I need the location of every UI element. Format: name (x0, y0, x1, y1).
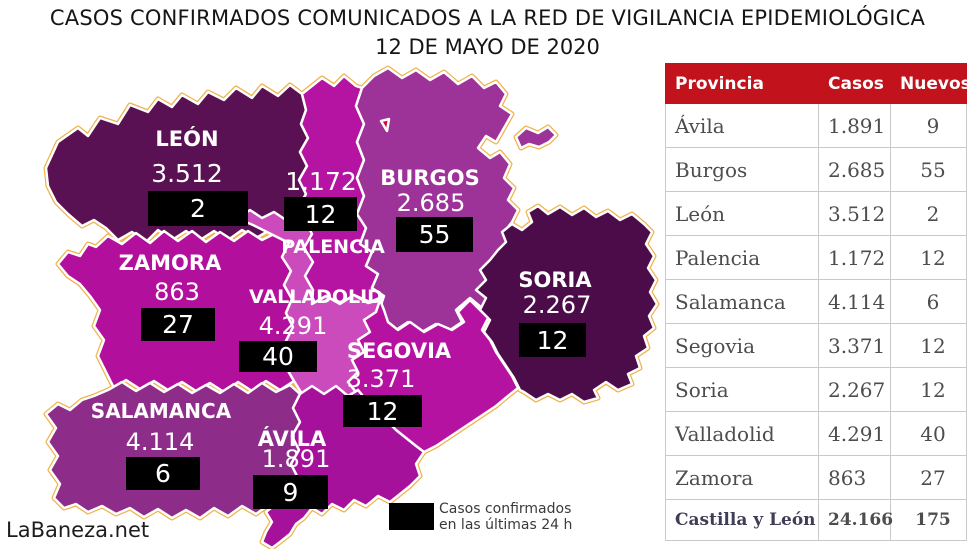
cell-casos: 3.371 (818, 323, 891, 368)
cases-palencia: 1.172 (285, 167, 357, 196)
cases-salamanca: 4.114 (125, 428, 195, 456)
cell-nuevos: 55 (890, 147, 967, 192)
newcases-box-leon: 2 (148, 191, 248, 226)
newcases-box-valladolid: 40 (239, 341, 317, 372)
cell-nuevos: 40 (890, 411, 967, 456)
newcases-box-segovia: 12 (343, 395, 422, 427)
cell-casos: 1.891 (818, 103, 891, 148)
label-burgos: BURGOS (380, 166, 480, 190)
label-palencia: PALENCIA (281, 236, 385, 258)
cell-province: Palencia (665, 235, 819, 280)
newcases-box-salamanca: 6 (126, 457, 200, 490)
newcases-box-soria: 12 (519, 323, 586, 357)
table-row: Burgos 2.685 55 (665, 147, 967, 192)
watermark: LaBaneza.net (6, 518, 150, 542)
cases-zamora: 863 (154, 278, 200, 306)
label-avila: ÁVILA (257, 427, 327, 451)
cell-nuevos: 12 (890, 235, 967, 280)
cases-segovia: 3.371 (346, 365, 416, 393)
cell-casos: 863 (818, 455, 891, 500)
header-provincia: Provincia (665, 63, 819, 104)
cell-nuevos: 12 (890, 367, 967, 412)
cases-burgos: 2.685 (396, 189, 466, 217)
legend-text: Casos confirmados en las últimas 24 h (439, 501, 572, 533)
cases-soria: 2.267 (522, 291, 592, 319)
cell-nuevos: 6 (890, 279, 967, 324)
cell-province: Zamora (665, 455, 819, 500)
legend-line1: Casos confirmados (439, 501, 572, 517)
cell-province: Valladolid (665, 411, 819, 456)
cell-casos: 4.291 (818, 411, 891, 456)
label-leon: LEÓN (155, 127, 219, 151)
page-title: CASOS CONFIRMADOS COMUNICADOS A LA RED D… (0, 6, 975, 59)
table-row: Soria 2.267 12 (665, 367, 967, 412)
table-row: Salamanca 4.114 6 (665, 279, 967, 324)
cell-casos: 2.267 (818, 367, 891, 412)
table-row: Segovia 3.371 12 (665, 323, 967, 368)
cell-province: Soria (665, 367, 819, 412)
title-line2: 12 DE MAYO DE 2020 (375, 35, 600, 59)
total-nuevos: 175 (890, 499, 967, 541)
cell-nuevos: 9 (890, 103, 967, 148)
cell-nuevos: 12 (890, 323, 967, 368)
table-row: Ávila 1.891 9 (665, 103, 967, 148)
cell-casos: 4.114 (818, 279, 891, 324)
label-segovia: SEGOVIA (346, 339, 452, 363)
cell-casos: 3.512 (818, 191, 891, 236)
cell-province: Burgos (665, 147, 819, 192)
cell-province: Ávila (665, 103, 819, 148)
cell-province: Segovia (665, 323, 819, 368)
cell-casos: 2.685 (818, 147, 891, 192)
title-line1: CASOS CONFIRMADOS COMUNICADOS A LA RED D… (49, 6, 926, 30)
label-valladolid: VALLADOLID (249, 286, 383, 308)
cases-leon: 3.512 (151, 159, 223, 188)
newcases-box-zamora: 27 (141, 308, 215, 341)
label-salamanca: SALAMANCA (90, 399, 232, 423)
table-row: León 3.512 2 (665, 191, 967, 236)
table-total-row: Castilla y León 24.166 175 (665, 499, 967, 541)
table-header-row: Provincia Casos Nuevos (665, 63, 971, 104)
label-soria: SORIA (518, 268, 592, 292)
header-nuevos: Nuevos (890, 63, 971, 104)
province-stats-table: Provincia Casos Nuevos Ávila 1.891 9 Bur… (665, 63, 971, 541)
header-casos: Casos (818, 63, 891, 104)
cell-nuevos: 2 (890, 191, 967, 236)
newcases-box-burgos: 55 (396, 217, 473, 252)
cell-province: León (665, 191, 819, 236)
cell-nuevos: 27 (890, 455, 967, 500)
table-row: Zamora 863 27 (665, 455, 967, 500)
cell-province: Salamanca (665, 279, 819, 324)
cell-casos: 1.172 (818, 235, 891, 280)
cases-valladolid: 4.291 (258, 312, 328, 340)
legend-black-swatch (389, 503, 434, 530)
label-zamora: ZAMORA (118, 251, 222, 275)
total-casos: 24.166 (818, 499, 893, 541)
legend-line2: en las últimas 24 h (439, 517, 573, 533)
newcases-box-palencia: 12 (284, 197, 357, 231)
total-label: Castilla y León (665, 499, 819, 541)
table-row: Palencia 1.172 12 (665, 235, 967, 280)
newcases-box-avila: 9 (253, 475, 328, 509)
cases-avila: 1.891 (261, 445, 331, 473)
table-row: Valladolid 4.291 40 (665, 411, 967, 456)
